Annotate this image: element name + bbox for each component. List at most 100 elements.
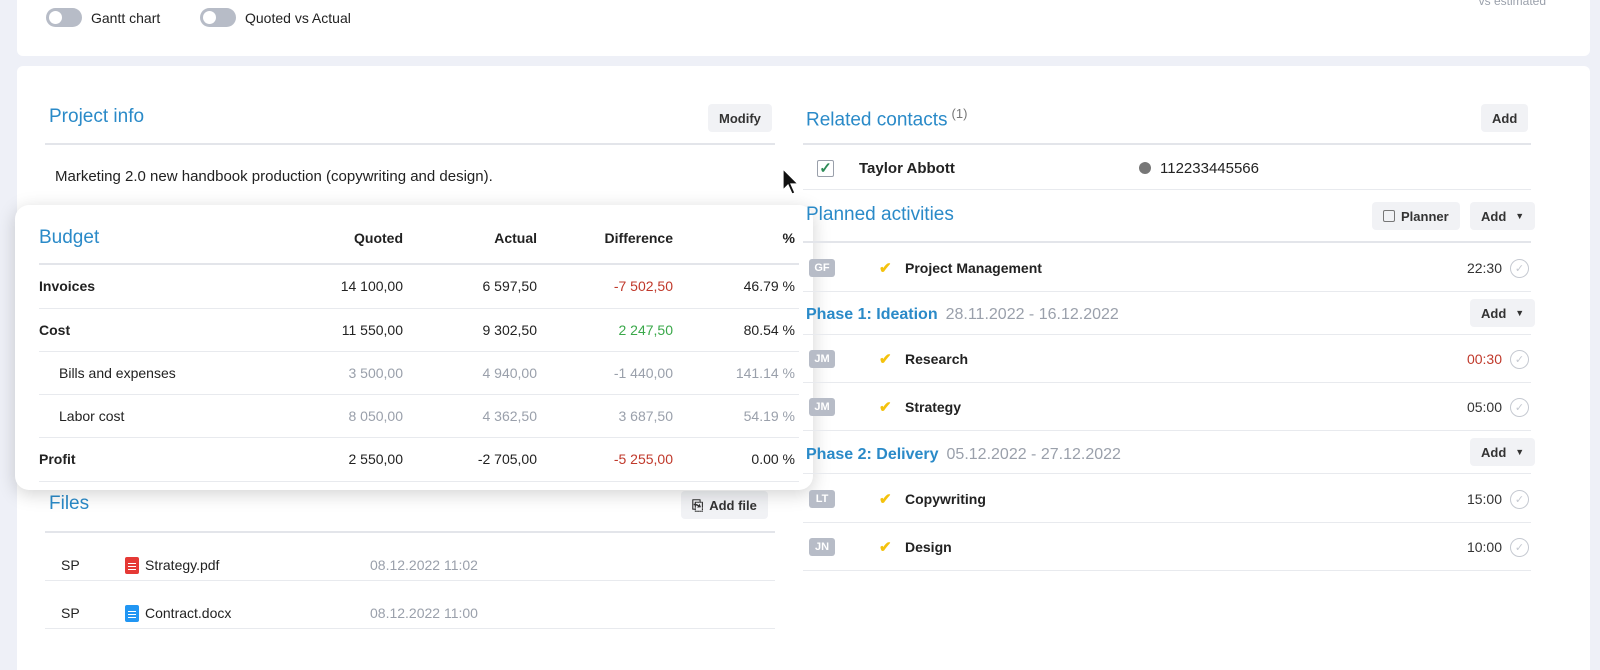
file-name[interactable]: Contract.docx xyxy=(145,605,232,621)
activity-time: 05:00 xyxy=(1466,399,1502,415)
actual-cell: 6 597,50 xyxy=(482,278,538,294)
actual-cell: 4 362,50 xyxy=(482,408,538,424)
file-date: 08.12.2022 11:00 xyxy=(370,605,478,621)
assignee-badge: JM xyxy=(809,398,835,416)
budget-row-labor: Labor cost 8 050,00 4 362,50 3 687,50 54… xyxy=(39,394,795,438)
file-name[interactable]: Strategy.pdf xyxy=(145,557,220,573)
checkmark-icon: ✔ xyxy=(879,399,892,416)
percent-cell: 141.14 % xyxy=(735,365,795,381)
activity-row[interactable]: LT ✔ Copywriting 15:00 ✓ xyxy=(806,475,1531,523)
activity-name[interactable]: Copywriting xyxy=(905,491,986,507)
caret-down-icon: ▼ xyxy=(1515,308,1525,318)
col-quoted-header: Quoted xyxy=(354,230,403,246)
top-right-caption: vs estimated xyxy=(1478,0,1546,8)
activity-time: 00:30 xyxy=(1466,351,1502,367)
divider xyxy=(39,308,799,309)
activity-row[interactable]: JM ✔ Strategy 05:00 ✓ xyxy=(806,383,1531,431)
divider xyxy=(803,570,1531,571)
divider xyxy=(803,241,1531,243)
divider xyxy=(39,351,799,352)
gantt-chart-toggle-group[interactable]: Gantt chart xyxy=(46,8,160,27)
phase-dates: 05.12.2022 - 27.12.2022 xyxy=(946,446,1121,463)
budget-row-invoices: Invoices 14 100,00 6 597,50 -7 502,50 46… xyxy=(39,264,795,308)
percent-cell: 46.79 % xyxy=(743,278,795,294)
divider xyxy=(39,394,799,395)
file-row[interactable]: SP Strategy.pdf 08.12.2022 11:02 xyxy=(45,541,775,589)
project-info-title: Project info xyxy=(49,106,145,127)
row-label: Cost xyxy=(39,322,71,338)
planned-activities-title: Planned activities xyxy=(806,204,954,225)
row-label: Invoices xyxy=(39,278,96,294)
checkmark-icon: ✔ xyxy=(879,539,892,556)
budget-row-cost: Cost 11 550,00 9 302,50 2 247,50 80.54 % xyxy=(39,308,795,352)
contact-phone[interactable]: 112233445566 xyxy=(1160,159,1259,177)
budget-row-bills: Bills and expenses 3 500,00 4 940,00 -1 … xyxy=(39,351,795,395)
complete-check-icon[interactable]: ✓ xyxy=(1510,258,1529,278)
activity-name[interactable]: Design xyxy=(905,539,952,555)
percent-cell: 80.54 % xyxy=(743,322,795,338)
activity-name[interactable]: Research xyxy=(905,351,969,367)
file-owner: SP xyxy=(61,557,80,573)
divider xyxy=(39,263,799,265)
divider xyxy=(803,334,1531,335)
actual-cell: 4 940,00 xyxy=(482,365,538,381)
phase-name[interactable]: Phase 2: Delivery xyxy=(806,446,939,463)
complete-check-icon[interactable]: ✓ xyxy=(1510,537,1529,557)
caret-down-icon: ▼ xyxy=(1515,211,1525,221)
contact-row[interactable]: ✓ Taylor Abbott 112233445566 xyxy=(817,155,1517,181)
budget-popup: Budget Quoted Actual Difference % Invoic… xyxy=(15,205,813,490)
modify-button[interactable]: Modify xyxy=(708,104,772,132)
related-contacts-title: Related contacts (1) xyxy=(806,106,967,131)
add-contact-button[interactable]: Add xyxy=(1481,104,1529,132)
phase-header: Phase 2: Delivery 05.12.2022 - 27.12.2022 xyxy=(806,446,1121,464)
quoted-cell: 3 500,00 xyxy=(348,365,404,381)
add-file-button[interactable]: ⎘ Add file xyxy=(681,491,768,519)
activity-name[interactable]: Project Management xyxy=(905,260,1042,276)
activity-row[interactable]: JM ✔ Research 00:30 ✓ xyxy=(806,335,1531,383)
gantt-chart-toggle[interactable] xyxy=(46,8,82,27)
paperclip-icon: ⎘ xyxy=(692,496,704,513)
difference-cell: 3 687,50 xyxy=(618,408,674,424)
caret-down-icon: ▼ xyxy=(1515,447,1525,457)
related-contacts-label: Related contacts xyxy=(806,109,948,131)
col-difference-header: Difference xyxy=(604,230,673,246)
file-row[interactable]: SP Contract.docx 08.12.2022 11:00 xyxy=(45,589,775,637)
assignee-badge: GF xyxy=(809,259,835,277)
quoted-vs-actual-label: Quoted vs Actual xyxy=(245,9,351,26)
mouse-cursor-icon xyxy=(782,168,800,195)
activity-time: 10:00 xyxy=(1466,539,1502,555)
activity-name[interactable]: Strategy xyxy=(905,399,962,415)
phone-icon xyxy=(1139,162,1151,174)
activity-row[interactable]: GF ✔ Project Management 22:30 ✓ xyxy=(806,244,1531,292)
add-phase-activity-button[interactable]: Add ▼ xyxy=(1470,438,1536,466)
activity-row[interactable]: JN ✔ Design 10:00 ✓ xyxy=(806,523,1531,571)
add-label: Add xyxy=(1481,305,1507,321)
add-phase-activity-button[interactable]: Add ▼ xyxy=(1470,299,1536,327)
add-activity-button[interactable]: Add ▼ xyxy=(1470,202,1536,230)
contact-name[interactable]: Taylor Abbott xyxy=(859,159,955,177)
budget-header-row: Budget Quoted Actual Difference % xyxy=(39,216,795,260)
complete-check-icon[interactable]: ✓ xyxy=(1510,349,1529,369)
add-label: Add xyxy=(1481,444,1507,460)
divider xyxy=(803,430,1531,431)
phase-name[interactable]: Phase 1: Ideation xyxy=(806,306,938,323)
divider xyxy=(39,437,799,438)
divider xyxy=(803,291,1531,292)
quoted-vs-actual-toggle-group[interactable]: Quoted vs Actual xyxy=(200,8,351,27)
row-label: Labor cost xyxy=(59,408,125,424)
complete-check-icon[interactable]: ✓ xyxy=(1510,397,1529,417)
gantt-chart-label: Gantt chart xyxy=(91,9,161,26)
divider xyxy=(803,522,1531,523)
difference-cell: -1 440,00 xyxy=(613,365,673,381)
difference-cell: -5 255,00 xyxy=(613,451,673,467)
difference-cell: -7 502,50 xyxy=(613,278,673,294)
activity-time: 22:30 xyxy=(1466,260,1502,276)
contact-checkbox[interactable]: ✓ xyxy=(817,159,834,177)
contacts-count: (1) xyxy=(951,106,968,121)
quoted-cell: 14 100,00 xyxy=(340,278,403,294)
row-label: Profit xyxy=(39,451,76,467)
complete-check-icon[interactable]: ✓ xyxy=(1510,489,1529,509)
planner-label: Planner xyxy=(1401,208,1449,224)
planner-button[interactable]: Planner xyxy=(1372,202,1460,230)
quoted-vs-actual-toggle[interactable] xyxy=(200,8,236,27)
